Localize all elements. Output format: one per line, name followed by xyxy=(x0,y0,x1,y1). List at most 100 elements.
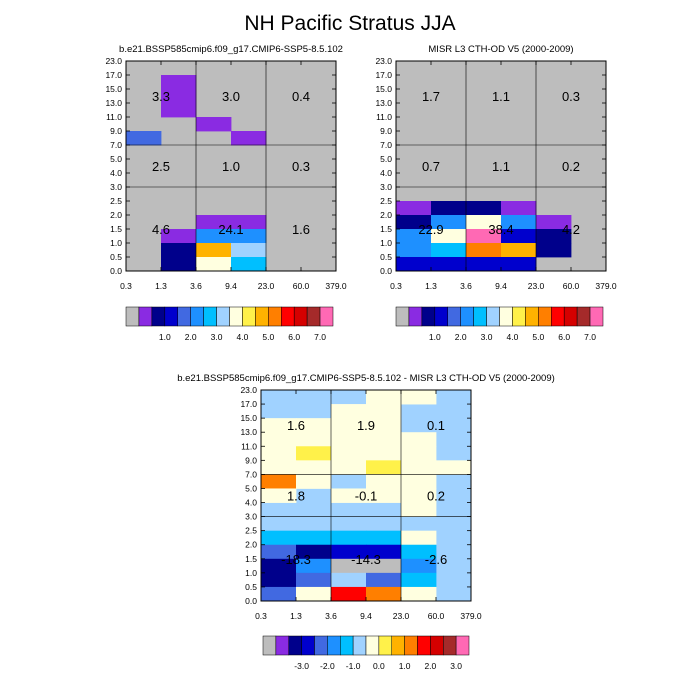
heatmap-cell xyxy=(366,474,402,489)
x-tick-label: 1.3 xyxy=(425,281,437,291)
colorbar-swatch xyxy=(268,306,282,327)
colorbar-label: 7.0 xyxy=(584,332,596,342)
y-tick-label: 15.0 xyxy=(375,84,392,94)
y-tick-label: 2.5 xyxy=(380,196,392,206)
colorbar-label: -1.0 xyxy=(346,661,361,671)
y-tick-label: 2.5 xyxy=(245,526,257,536)
heatmap-cell xyxy=(466,201,502,216)
heatmap-cell xyxy=(401,474,437,489)
heatmap-cell xyxy=(501,215,537,230)
y-tick-label: 9.0 xyxy=(245,455,257,465)
heatmap-cell xyxy=(366,446,402,461)
colorbar-swatch xyxy=(288,635,302,656)
colorbar-swatch xyxy=(365,635,380,656)
heatmap-cell xyxy=(396,243,432,258)
heatmap-cell xyxy=(366,432,402,447)
colorbar-swatch xyxy=(563,306,578,327)
heatmap-cell xyxy=(536,229,572,244)
heatmap-cell xyxy=(261,544,297,560)
colorbar-swatch xyxy=(378,635,392,656)
x-tick-label: 9.4 xyxy=(225,281,237,291)
y-tick-label: 23.0 xyxy=(105,56,122,66)
heatmap-cell xyxy=(261,488,297,503)
y-tick-label: 9.0 xyxy=(380,126,392,136)
region-value: 0.7 xyxy=(422,159,440,174)
y-tick-label: 17.0 xyxy=(375,70,392,80)
colorbar-swatch xyxy=(525,306,539,327)
heatmap-cell xyxy=(296,558,332,574)
heatmap-cell xyxy=(501,201,537,216)
heatmap-cell xyxy=(296,460,332,475)
heatmap-cell xyxy=(196,229,232,244)
x-tick-label: 3.6 xyxy=(190,281,202,291)
colorbar-swatch xyxy=(395,306,410,327)
y-tick-label: 17.0 xyxy=(240,399,257,409)
heatmap-cell xyxy=(401,432,437,447)
colorbar-swatch xyxy=(151,306,166,327)
x-tick-label: 23.0 xyxy=(258,281,275,291)
colorbar-swatch xyxy=(125,306,140,327)
x-tick-label: 1.3 xyxy=(155,281,167,291)
heatmap-cell xyxy=(396,229,432,244)
heatmap-cell xyxy=(466,257,502,272)
heatmap-cell xyxy=(431,257,467,272)
heatmap-cell xyxy=(366,418,402,433)
y-tick-label: 4.0 xyxy=(110,168,122,178)
heatmap-cell xyxy=(396,215,432,230)
colorbar-label: 3.0 xyxy=(450,661,462,671)
region-value: -18.3 xyxy=(281,552,311,567)
colorbar-swatch xyxy=(512,306,526,327)
y-tick-label: 3.0 xyxy=(110,182,122,192)
colorbar-swatch xyxy=(203,306,217,327)
colorbar-swatch xyxy=(177,306,191,327)
colorbar-label: 4.0 xyxy=(237,332,249,342)
region-value: 22.9 xyxy=(418,222,443,237)
colorbar-swatch xyxy=(499,306,513,327)
heatmap-cell xyxy=(366,488,402,503)
y-tick-label: 0.5 xyxy=(110,252,122,262)
heatmap-cell xyxy=(196,215,232,230)
y-tick-label: 5.0 xyxy=(380,154,392,164)
heatmap-cell xyxy=(261,530,297,546)
heatmap-cell xyxy=(196,257,232,272)
heatmap-cell xyxy=(431,201,467,216)
x-tick-label: 0.3 xyxy=(120,281,132,291)
colorbar-swatch xyxy=(473,306,487,327)
region-value: -0.1 xyxy=(355,489,377,504)
heatmap-cell xyxy=(331,544,367,560)
heatmap-cell xyxy=(161,229,197,244)
heatmap-cell xyxy=(231,243,267,258)
y-tick-label: 1.0 xyxy=(110,238,122,248)
panel-3: b.e21.BSSP585cmip6.f09_g17.CMIP6-SSP5-8.… xyxy=(177,373,555,671)
region-value: 3.0 xyxy=(222,89,240,104)
figure-title: NH Pacific Stratus JJA xyxy=(244,12,455,35)
colorbar-swatch xyxy=(293,306,308,327)
heatmap-cell xyxy=(261,558,297,574)
heatmap-cell xyxy=(231,131,267,146)
heatmap-cell xyxy=(401,572,437,588)
heatmap-cell xyxy=(536,215,572,230)
y-tick-label: 4.0 xyxy=(245,498,257,508)
colorbar-swatch xyxy=(430,635,444,656)
colorbar-swatch xyxy=(486,306,500,327)
y-tick-label: 2.0 xyxy=(380,210,392,220)
colorbar-swatch xyxy=(216,306,230,327)
panels: b.e21.BSSP585cmip6.f09_g17.CMIP6-SSP5-8.… xyxy=(105,44,616,671)
colorbar-label: -2.0 xyxy=(320,661,335,671)
region-value: 1.9 xyxy=(357,418,375,433)
region-value: 1.0 xyxy=(222,159,240,174)
colorbar-swatch xyxy=(404,635,418,656)
y-tick-label: 13.0 xyxy=(240,427,257,437)
heatmap-cell xyxy=(261,446,297,461)
colorbar-swatch xyxy=(242,306,256,327)
x-tick-label: 0.3 xyxy=(390,281,402,291)
region-value: 4.2 xyxy=(562,222,580,237)
region-value: 4.6 xyxy=(152,222,170,237)
heatmap-cell xyxy=(331,460,367,475)
x-tick-label: 60.0 xyxy=(293,281,310,291)
heatmap-cell xyxy=(331,530,367,546)
x-tick-label: 60.0 xyxy=(428,611,445,621)
region-value: 1.8 xyxy=(287,489,305,504)
colorbar-swatch xyxy=(460,306,474,327)
